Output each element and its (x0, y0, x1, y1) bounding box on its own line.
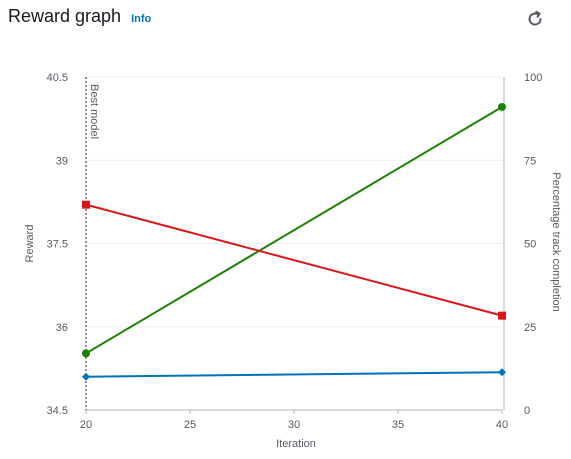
y-left-tick-label: 37.5 (47, 239, 68, 251)
series-line-diamond (85, 371, 503, 378)
x-axis-title: Iteration (276, 438, 316, 450)
best-model-label: Best model (88, 84, 100, 139)
data-point-diamond (82, 372, 90, 381)
y-right-tick-label: 75 (524, 155, 536, 167)
panel-header: Reward graph Info (8, 6, 151, 34)
panel-title: Reward graph (8, 6, 122, 26)
x-tick-label: 20 (80, 419, 92, 431)
data-point-square (82, 200, 90, 209)
y-left-tick-label: 36 (56, 322, 68, 334)
y-left-tick-label: 39 (56, 155, 68, 167)
y-right-tick-label: 25 (524, 322, 536, 334)
y-left-axis-title: Reward (24, 225, 36, 263)
y-left-tick-label: 34.5 (47, 405, 68, 417)
x-tick-label: 40 (496, 419, 508, 431)
y-right-tick-label: 100 (524, 72, 542, 84)
data-point-diamond (498, 368, 506, 377)
x-tick-label: 25 (184, 419, 196, 431)
y-right-tick-label: 50 (524, 239, 536, 251)
refresh-icon (528, 10, 542, 26)
y-left-tick-label: 40.5 (47, 72, 68, 84)
data-point-circle (498, 102, 506, 111)
x-tick-label: 35 (392, 419, 404, 431)
y-right-tick-label: 0 (524, 405, 530, 417)
data-point-circle (82, 349, 90, 358)
y-right-axis-title: Percentage track completion (550, 172, 562, 311)
series-line-square (85, 203, 503, 317)
x-tick-label: 30 (288, 419, 300, 431)
data-point-square (498, 311, 506, 320)
refresh-button[interactable] (523, 7, 547, 31)
info-link[interactable]: Info (131, 13, 152, 25)
series-line-circle (85, 106, 503, 355)
